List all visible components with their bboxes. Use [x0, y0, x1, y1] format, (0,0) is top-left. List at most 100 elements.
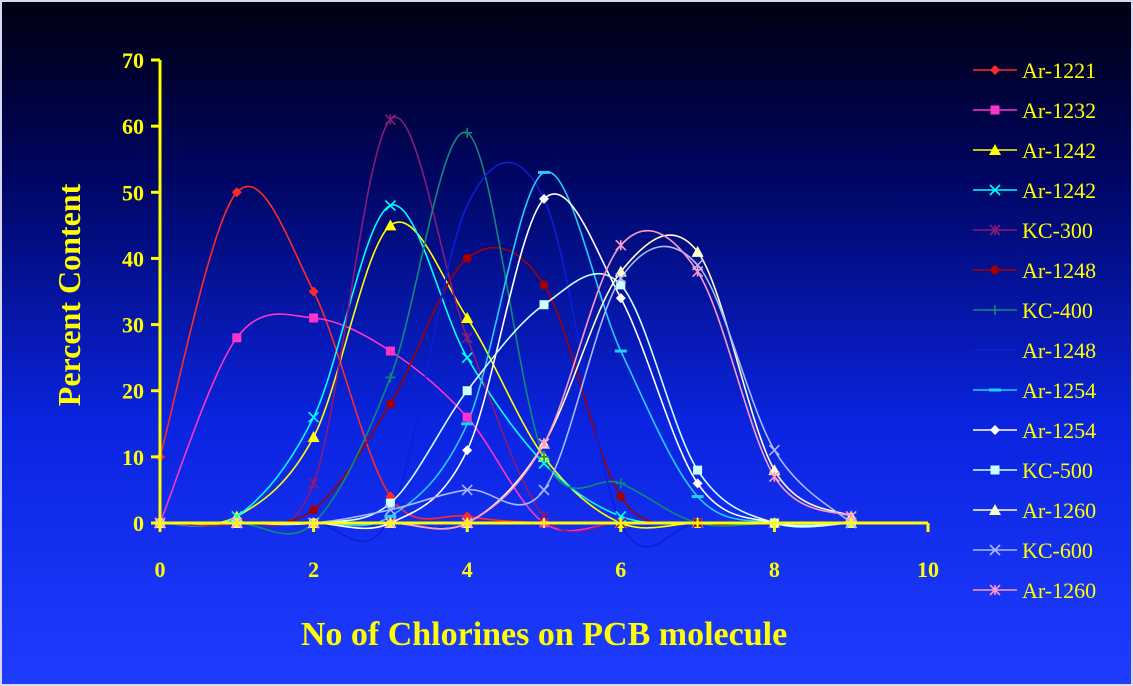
data-point: [538, 438, 550, 450]
legend-swatch-marker: [990, 305, 1000, 315]
data-point: [539, 300, 549, 310]
legend-label: Ar-1221: [1022, 58, 1096, 83]
legend-swatch-marker: [989, 584, 1001, 596]
series-line-8: [159, 171, 852, 527]
data-point: [616, 492, 626, 502]
y-tick-label: 0: [133, 511, 144, 536]
data-point: [309, 313, 319, 323]
legend-swatch-marker: [989, 544, 1001, 556]
y-tick-label: 40: [122, 246, 144, 271]
data-point: [768, 471, 780, 483]
x-tick-label: 2: [308, 557, 319, 582]
data-point: [385, 372, 396, 383]
tick-group: 0 10 20 30 40 50 60 70 0 2 4 6 8 10: [122, 48, 939, 582]
data-point: [462, 386, 472, 396]
legend-label: Ar-1232: [1022, 98, 1096, 123]
data-point: [462, 445, 473, 456]
x-tick-label: 10: [917, 557, 939, 582]
x-tick-label: 4: [462, 557, 473, 582]
legend-swatch-marker: [989, 504, 1001, 515]
y-tick-label: 50: [122, 180, 144, 205]
series-line-9: [159, 193, 852, 530]
plot-series-group: [159, 116, 852, 548]
data-point: [768, 464, 781, 476]
data-point: [308, 411, 320, 423]
data-point: [461, 484, 473, 496]
data-point: [691, 495, 704, 499]
data-point: [384, 113, 396, 126]
y-tick-label: 30: [122, 313, 144, 338]
data-point: [385, 498, 395, 508]
data-point: [615, 478, 626, 489]
legend-swatch-marker: [990, 105, 1000, 115]
x-tick-label: 8: [769, 557, 780, 582]
legend: Ar-1221 Ar-1232 Ar-1242 Ar-1242 KC-300 Ar-124…: [973, 58, 1096, 603]
legend-label: Ar-1248: [1022, 338, 1096, 363]
data-point: [538, 170, 550, 174]
data-point: [309, 505, 319, 515]
series-line-4: [159, 116, 852, 533]
data-point: [614, 349, 627, 353]
data-point: [384, 514, 397, 518]
data-point: [615, 293, 626, 304]
data-point: [616, 280, 626, 290]
data-point: [462, 253, 472, 263]
legend-label: Ar-1242: [1022, 138, 1096, 163]
data-point: [462, 511, 473, 522]
legend-label: Ar-1254: [1022, 378, 1096, 403]
y-tick-label: 10: [122, 445, 144, 470]
data-point: [384, 219, 397, 231]
data-point: [231, 187, 242, 198]
x-tick-label: 0: [155, 557, 166, 582]
legend-swatch-marker: [990, 425, 1000, 435]
series-line-3: [159, 204, 852, 527]
legend-label: Ar-1254: [1022, 418, 1096, 443]
data-point: [615, 239, 627, 251]
data-point: [384, 504, 396, 516]
legend-label: Ar-1242: [1022, 178, 1096, 203]
data-point: [307, 431, 320, 443]
data-point: [384, 199, 396, 212]
x-axis-title: No of Chlorines on PCB molecule: [301, 616, 787, 653]
legend-label: Ar-1260: [1022, 498, 1096, 523]
data-point: [538, 457, 550, 470]
legend-swatch-marker: [990, 265, 1000, 275]
data-point: [614, 265, 627, 277]
data-point: [461, 422, 474, 426]
data-point: [461, 311, 474, 323]
legend-label: KC-600: [1022, 538, 1093, 563]
data-point: [539, 451, 549, 462]
series-line-12: [159, 245, 852, 525]
data-point: [461, 352, 473, 364]
x-tick-label: 6: [615, 557, 626, 582]
y-axis-title: Percent Content: [51, 183, 87, 406]
data-point: [768, 444, 780, 456]
data-point: [539, 280, 549, 290]
legend-label: Ar-1260: [1022, 578, 1096, 603]
legend-label: KC-500: [1022, 458, 1093, 483]
legend-swatch-marker: [990, 465, 1000, 475]
data-point: [538, 484, 550, 496]
y-tick-label: 70: [122, 48, 144, 73]
legend-swatch-marker: [989, 144, 1001, 155]
y-tick-label: 60: [122, 114, 144, 139]
series-line-7: [159, 161, 852, 548]
series-line-2: [159, 221, 852, 529]
legend-label: KC-300: [1022, 218, 1093, 243]
data-point: [308, 477, 320, 489]
data-point: [232, 333, 242, 343]
legend-label: KC-400: [1022, 298, 1093, 323]
legend-swatch-marker: [989, 388, 1001, 392]
data-point: [462, 412, 472, 422]
data-point: [692, 478, 703, 489]
y-tick-label: 20: [122, 379, 144, 404]
data-point: [692, 266, 704, 278]
data-point: [385, 399, 395, 409]
legend-swatch-marker: [989, 224, 1001, 236]
data-point: [615, 272, 627, 284]
data-point: [308, 286, 319, 297]
data-point: [462, 127, 473, 138]
legend-swatch-marker: [989, 184, 1001, 196]
